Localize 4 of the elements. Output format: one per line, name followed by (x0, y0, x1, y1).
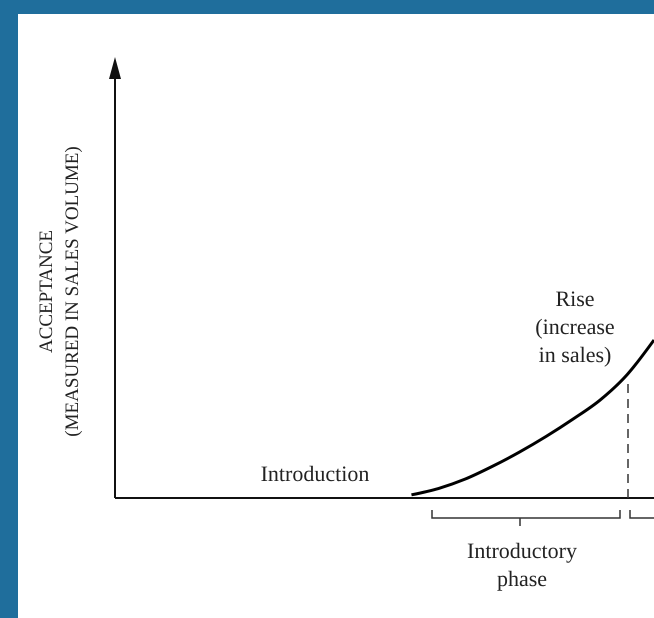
text: Introductory phase (467, 538, 577, 591)
y-axis-title: ACCEPTANCE (MEASURED IN SALES VOLUME) (36, 146, 83, 437)
annotation: Introduction (260, 461, 370, 486)
annotation: Rise (increase in sales) (535, 286, 615, 367)
